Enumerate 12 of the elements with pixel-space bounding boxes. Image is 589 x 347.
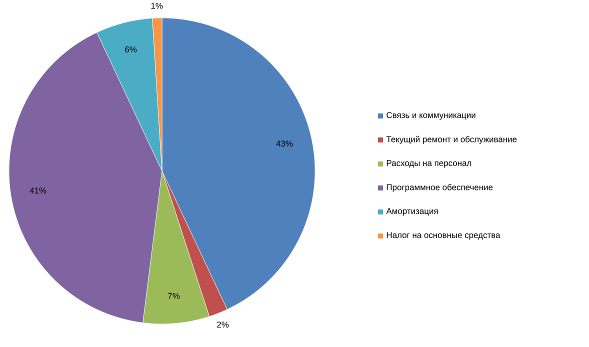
legend-label: Программное обеспечение xyxy=(386,184,493,192)
legend-label: Расходы на персонал xyxy=(386,160,472,168)
legend-label: Налог на основные средства xyxy=(386,232,500,240)
legend-label: Амортизация xyxy=(386,208,438,216)
legend-label: Текущий ремонт и обслуживание xyxy=(386,136,517,144)
legend-label: Связь и коммуникации xyxy=(386,112,476,120)
data-label: 7% xyxy=(168,292,180,299)
data-label: 43% xyxy=(276,140,293,147)
data-label: 1% xyxy=(151,2,163,9)
data-label: 6% xyxy=(125,46,137,52)
data-label: 41% xyxy=(30,188,46,194)
data-label: 2% xyxy=(217,322,229,328)
